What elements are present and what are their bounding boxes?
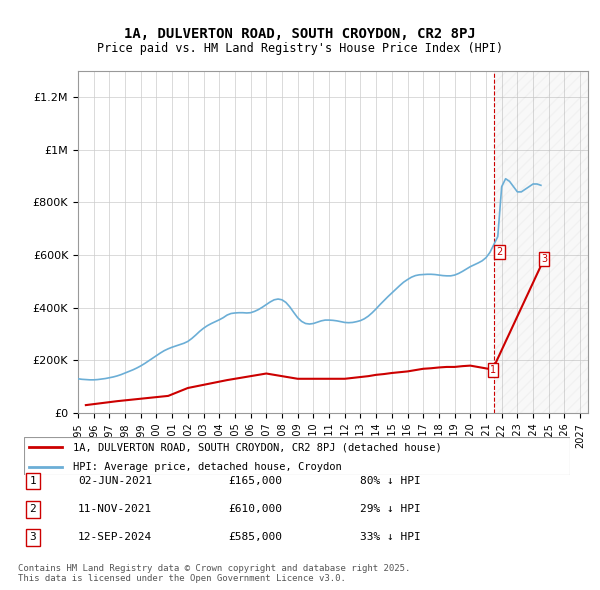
Bar xyxy=(494,71,588,413)
Text: 3: 3 xyxy=(29,533,37,542)
Text: 33% ↓ HPI: 33% ↓ HPI xyxy=(360,533,421,542)
Text: Contains HM Land Registry data © Crown copyright and database right 2025.
This d: Contains HM Land Registry data © Crown c… xyxy=(18,563,410,583)
Text: 29% ↓ HPI: 29% ↓ HPI xyxy=(360,504,421,514)
Text: 80% ↓ HPI: 80% ↓ HPI xyxy=(360,476,421,486)
Text: 02-JUN-2021: 02-JUN-2021 xyxy=(78,476,152,486)
Text: 1A, DULVERTON ROAD, SOUTH CROYDON, CR2 8PJ (detached house): 1A, DULVERTON ROAD, SOUTH CROYDON, CR2 8… xyxy=(73,442,442,453)
Text: 2: 2 xyxy=(496,247,503,257)
Text: 1: 1 xyxy=(490,365,496,375)
Text: 2: 2 xyxy=(29,504,37,514)
Text: 1: 1 xyxy=(29,476,37,486)
Text: 12-SEP-2024: 12-SEP-2024 xyxy=(78,533,152,542)
Text: £610,000: £610,000 xyxy=(228,504,282,514)
Text: 1A, DULVERTON ROAD, SOUTH CROYDON, CR2 8PJ: 1A, DULVERTON ROAD, SOUTH CROYDON, CR2 8… xyxy=(124,27,476,41)
Text: 11-NOV-2021: 11-NOV-2021 xyxy=(78,504,152,514)
Text: HPI: Average price, detached house, Croydon: HPI: Average price, detached house, Croy… xyxy=(73,461,342,471)
Text: £585,000: £585,000 xyxy=(228,533,282,542)
Text: £165,000: £165,000 xyxy=(228,476,282,486)
FancyBboxPatch shape xyxy=(24,437,570,475)
Text: 3: 3 xyxy=(541,254,547,264)
Text: Price paid vs. HM Land Registry's House Price Index (HPI): Price paid vs. HM Land Registry's House … xyxy=(97,42,503,55)
